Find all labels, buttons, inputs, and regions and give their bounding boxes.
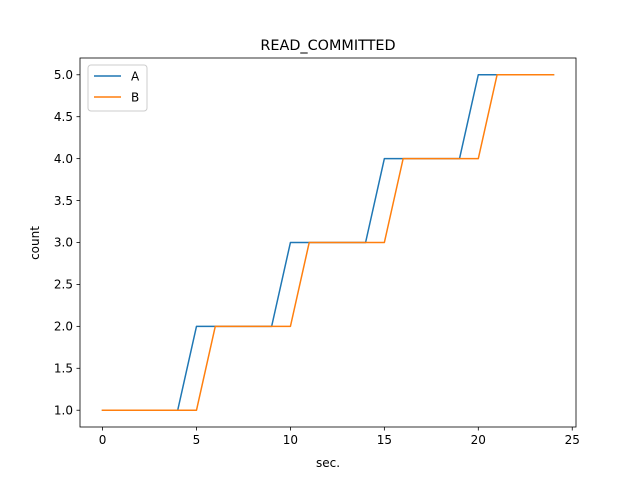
x-tick-label: 5 <box>193 433 201 447</box>
y-tick-label: 4.5 <box>54 110 73 124</box>
x-axis-label: sec. <box>316 456 340 470</box>
y-axis-label: count <box>28 226 42 260</box>
chart-title: READ_COMMITTED <box>260 38 395 54</box>
series-line-B <box>101 74 555 411</box>
x-tick-label: 10 <box>283 433 298 447</box>
x-axis-ticks: 0 5 10 15 20 25 <box>99 427 580 447</box>
y-tick-label: 2.0 <box>54 320 73 334</box>
y-tick-label: 5.0 <box>54 68 73 82</box>
y-tick-label: 1.5 <box>54 361 73 375</box>
plot-area <box>101 74 555 411</box>
x-tick-label: 20 <box>471 433 486 447</box>
x-tick-label: 15 <box>377 433 392 447</box>
legend: AB <box>87 64 148 112</box>
x-tick-label: 0 <box>99 433 107 447</box>
y-axis-ticks: 1.0 1.5 2.0 2.5 3.0 3.5 4.0 4.5 5.0 <box>54 68 80 417</box>
legend-label-A: A <box>131 69 140 83</box>
y-tick-label: 2.5 <box>54 278 73 292</box>
y-tick-label: 3.0 <box>54 236 73 250</box>
y-tick-label: 1.0 <box>54 403 73 417</box>
y-tick-label: 4.0 <box>54 152 73 166</box>
x-tick-label: 25 <box>565 433 580 447</box>
y-tick-label: 3.5 <box>54 194 73 208</box>
legend-label-B: B <box>131 90 139 104</box>
